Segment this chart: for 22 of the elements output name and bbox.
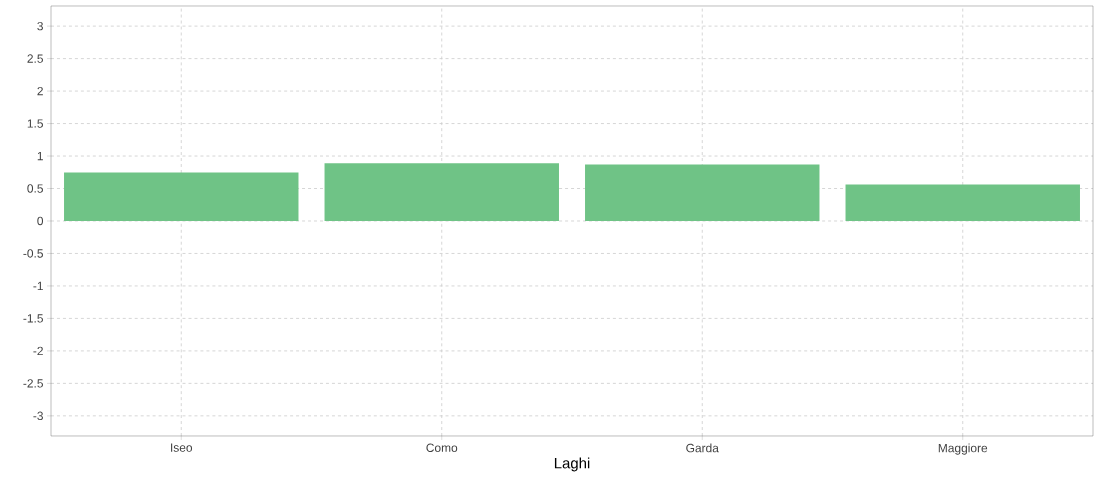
- y-tick-label: 3: [37, 21, 43, 31]
- y-tick-label: -3: [33, 411, 43, 421]
- y-tick-label: 1.5: [27, 119, 43, 128]
- y-tick-label: 0.5: [27, 184, 43, 193]
- x-tick-label: Iseo: [171, 443, 193, 452]
- y-tick-label: 2: [37, 86, 43, 96]
- y-tick-label: -1: [33, 281, 43, 291]
- y-tick-label: 0: [37, 216, 44, 226]
- bar: [845, 184, 1080, 221]
- y-tick-label: -0.5: [23, 249, 43, 258]
- x-axis-title: Laghi: [554, 457, 590, 472]
- bar: [324, 163, 559, 221]
- x-tick-label: Maggiore: [938, 443, 988, 455]
- bar: [64, 172, 299, 221]
- bar: [585, 164, 820, 221]
- y-tick-label: -1.5: [23, 314, 43, 323]
- x-tick-label: Como: [426, 443, 458, 452]
- y-tick-label: 2.5: [27, 54, 43, 63]
- y-tick-label: -2.5: [23, 379, 43, 388]
- y-tick-label: 1: [37, 151, 43, 161]
- x-tick-label: Garda: [686, 443, 719, 453]
- y-tick-label: -2: [33, 346, 43, 356]
